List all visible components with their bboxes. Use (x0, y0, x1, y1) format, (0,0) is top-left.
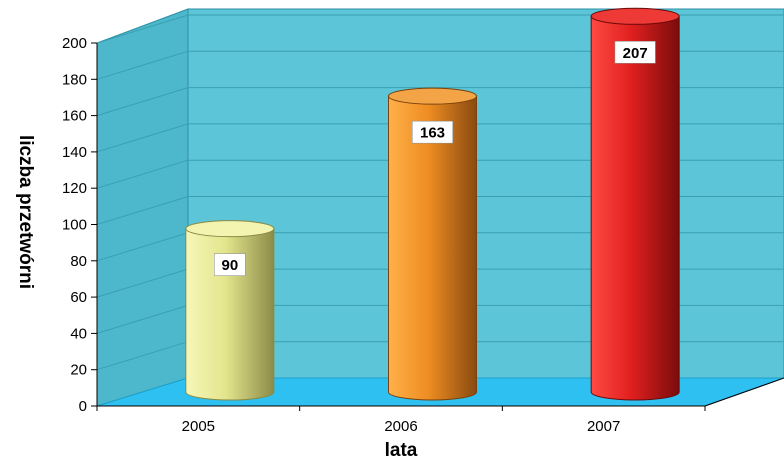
gridline-side (96, 50, 189, 80)
x-axis-title: lata (385, 440, 418, 461)
gridline-side (96, 304, 189, 334)
gridlines (96, 14, 784, 371)
bar-2006: 163 (388, 87, 477, 401)
y-axis-title: liczba przetwórni (15, 135, 36, 289)
x-axis-depth-line (704, 377, 784, 407)
bar-top (388, 87, 477, 105)
data-label-box (614, 41, 656, 64)
gridline-side (96, 159, 189, 189)
y-tick-label: 20 (70, 362, 87, 379)
y-tick-label: 60 (70, 289, 87, 306)
y-tick-label: 160 (62, 108, 87, 125)
data-label: 90 (221, 257, 238, 274)
gridline-side (96, 268, 189, 298)
y-tick-label: 100 (62, 217, 87, 234)
back-wall (187, 8, 784, 379)
y-tick-label: 200 (62, 35, 87, 52)
y-tick-label: 120 (62, 180, 87, 197)
x-tick-label: 2005 (182, 418, 215, 435)
bars: 90 163 207 (185, 7, 680, 401)
bar-top (185, 220, 275, 238)
y-tick-label: 0 (79, 398, 87, 415)
gridline-side (96, 232, 189, 262)
gridline-side (96, 196, 189, 225)
gridline-side (96, 14, 189, 44)
bar-2005: 90 (185, 220, 275, 401)
y-axis: 0 20 40 60 80 100 120 140 160 180 200 (62, 35, 98, 415)
y-tick-label: 80 (70, 253, 87, 270)
bar-body (590, 15, 680, 401)
bar-2007: 207 (590, 7, 680, 401)
y-tick-label: 40 (70, 325, 87, 342)
data-label: 163 (420, 125, 445, 142)
gridline-side (96, 87, 189, 117)
x-tick-label: 2006 (384, 418, 417, 435)
x-tick-label: 2007 (587, 418, 620, 435)
bar-body (388, 95, 477, 401)
side-wall (96, 8, 189, 407)
y-tick-label: 180 (62, 71, 87, 88)
data-label-box (412, 120, 453, 144)
x-axis: 2005 2006 2007 (96, 377, 784, 435)
gridline-side (96, 123, 189, 153)
bar-body (185, 228, 275, 401)
bar-top (590, 7, 680, 25)
gridline-side (96, 341, 189, 371)
data-label-box (214, 253, 246, 276)
data-label: 207 (623, 45, 648, 62)
y-tick-label: 140 (62, 144, 87, 161)
